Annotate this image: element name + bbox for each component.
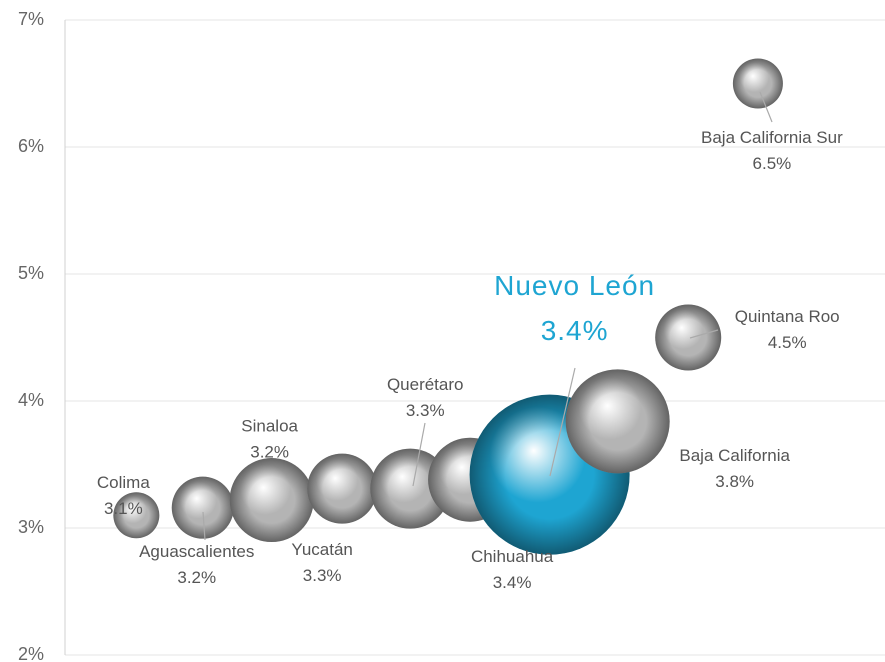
- bubble: [565, 369, 670, 474]
- labels: Colima 3.1% Aguascalientes 3.2% Sinaloa 3.2% Y…: [97, 91, 843, 592]
- bubble-group: [565, 369, 670, 474]
- bubble-name: Baja California Sur: [701, 128, 843, 147]
- bubbles: [113, 58, 783, 555]
- leader-line: [412, 422, 426, 487]
- y-tick-label: 5%: [18, 263, 44, 283]
- grid: 2% 3% 4% 5% 6% 7%: [18, 9, 885, 662]
- bubble-group: [307, 453, 378, 524]
- bubble-name: Aguascalientes: [139, 542, 254, 561]
- bubble-name: Nuevo León: [494, 270, 655, 301]
- bubble-name: Sinaloa: [241, 417, 298, 436]
- bubble: [732, 58, 783, 109]
- bubble: [307, 453, 378, 524]
- bubble-value-label: 3.2%: [250, 443, 289, 462]
- bubble: [229, 458, 314, 543]
- bubble-group: [732, 58, 783, 109]
- bubble-name: Yucatán: [291, 540, 352, 559]
- bubble-group: [655, 304, 722, 371]
- bubble-value-label: 3.1%: [104, 499, 143, 518]
- bubble-value-label: 3.3%: [406, 401, 445, 420]
- bubble-value-label: 3.2%: [177, 568, 216, 587]
- leader-line: [689, 329, 719, 339]
- bubble-name: Baja California: [679, 446, 790, 465]
- bubble-name: Quintana Roo: [735, 307, 840, 326]
- y-tick-label: 2%: [18, 644, 44, 662]
- bubble-name: Querétaro: [387, 375, 464, 394]
- bubble: [655, 304, 722, 371]
- bubble-value-label: 3.8%: [715, 472, 754, 491]
- bubble-value-label: 3.4%: [493, 573, 532, 592]
- bubble-value-label: 4.5%: [768, 333, 807, 352]
- leader-line: [759, 91, 773, 123]
- y-tick-label: 6%: [18, 136, 44, 156]
- y-tick-label: 7%: [18, 9, 44, 29]
- bubble-group: [229, 458, 314, 543]
- bubble-value-label: 3.3%: [303, 566, 342, 585]
- bubble-name: Chihuahua: [471, 547, 554, 566]
- y-tick-label: 4%: [18, 390, 44, 410]
- bubble: [171, 476, 234, 539]
- bubble-group: [171, 476, 234, 539]
- bubble-value-label: 3.4%: [541, 315, 609, 346]
- leader-line: [202, 511, 206, 541]
- bubble-name: Colima: [97, 473, 150, 492]
- y-tick-label: 3%: [18, 517, 44, 537]
- bubble-value-label: 6.5%: [753, 154, 792, 173]
- leader-line: [549, 367, 576, 477]
